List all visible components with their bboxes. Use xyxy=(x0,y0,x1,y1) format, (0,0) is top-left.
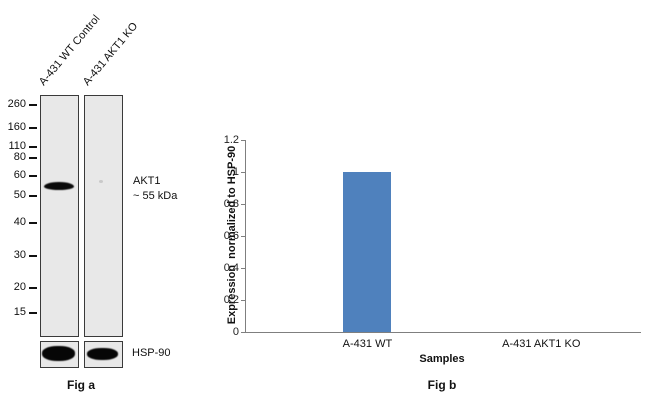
mw-marker-label-50: 50 xyxy=(13,189,26,202)
y-tick-mark xyxy=(241,331,245,333)
hsp90-band-ko xyxy=(87,348,118,360)
target-size-label: ~ 55 kDa xyxy=(133,190,178,202)
target-protein-label: AKT1 xyxy=(133,175,161,187)
y-tick-label-0.2: 0.2 xyxy=(223,294,239,306)
y-tick-mark xyxy=(241,267,245,269)
mw-marker-tick xyxy=(29,157,37,160)
mw-marker-tick xyxy=(29,146,37,149)
mw-marker-label-60: 60 xyxy=(13,169,26,182)
fig-a-caption: Fig a xyxy=(66,378,95,392)
plot-area xyxy=(245,140,641,333)
mw-marker-label-80: 80 xyxy=(13,151,26,164)
mw-marker-label-30: 30 xyxy=(13,249,26,262)
mw-marker-label-40: 40 xyxy=(13,215,26,228)
mw-marker-tick xyxy=(29,175,37,178)
y-tick-label-1: 1 xyxy=(232,166,239,178)
fig-b-caption: Fig b xyxy=(427,378,457,392)
akt1-band xyxy=(44,182,74,190)
y-tick-mark xyxy=(241,235,245,237)
mw-marker-tick xyxy=(29,104,37,107)
loading-control-box-wt xyxy=(40,341,79,368)
y-tick-mark xyxy=(241,203,245,205)
bar-a-431-wt xyxy=(343,172,392,332)
y-tick-mark xyxy=(241,139,245,141)
category-label-a-431-akt1-ko: A-431 AKT1 KO xyxy=(502,338,581,350)
mw-marker-tick xyxy=(29,311,37,314)
mw-marker-label-20: 20 xyxy=(13,280,26,293)
blot-lane-ko xyxy=(84,95,123,337)
y-tick-label-0.8: 0.8 xyxy=(223,198,239,210)
x-axis-label: Samples xyxy=(419,353,465,365)
hsp90-band-wt xyxy=(42,346,75,361)
y-tick-label-0.4: 0.4 xyxy=(223,262,239,274)
faint-background-speck xyxy=(99,180,103,183)
loading-control-label: HSP-90 xyxy=(132,347,171,359)
mw-marker-label-15: 15 xyxy=(13,305,26,318)
mw-marker-tick xyxy=(29,195,37,198)
target-annotation: AKT1 ~ 55 kDa xyxy=(133,174,177,204)
loading-control-box-ko xyxy=(84,341,123,368)
mw-marker-tick xyxy=(29,127,37,130)
y-tick-label-1.2: 1.2 xyxy=(223,134,239,146)
mw-marker-tick xyxy=(29,221,37,224)
category-label-a-431-wt: A-431 WT xyxy=(342,338,393,350)
mw-marker-label-110: 110 xyxy=(8,140,26,153)
mw-marker-label-160: 160 xyxy=(7,121,26,134)
blot-lane-wt xyxy=(40,95,79,337)
y-tick-mark xyxy=(241,171,245,173)
y-tick-mark xyxy=(241,299,245,301)
y-tick-label-0: 0 xyxy=(232,326,239,338)
mw-marker-label-260: 260 xyxy=(7,98,26,111)
mw-marker-tick xyxy=(29,255,37,258)
mw-marker-tick xyxy=(29,286,37,289)
y-tick-label-0.6: 0.6 xyxy=(223,230,239,242)
